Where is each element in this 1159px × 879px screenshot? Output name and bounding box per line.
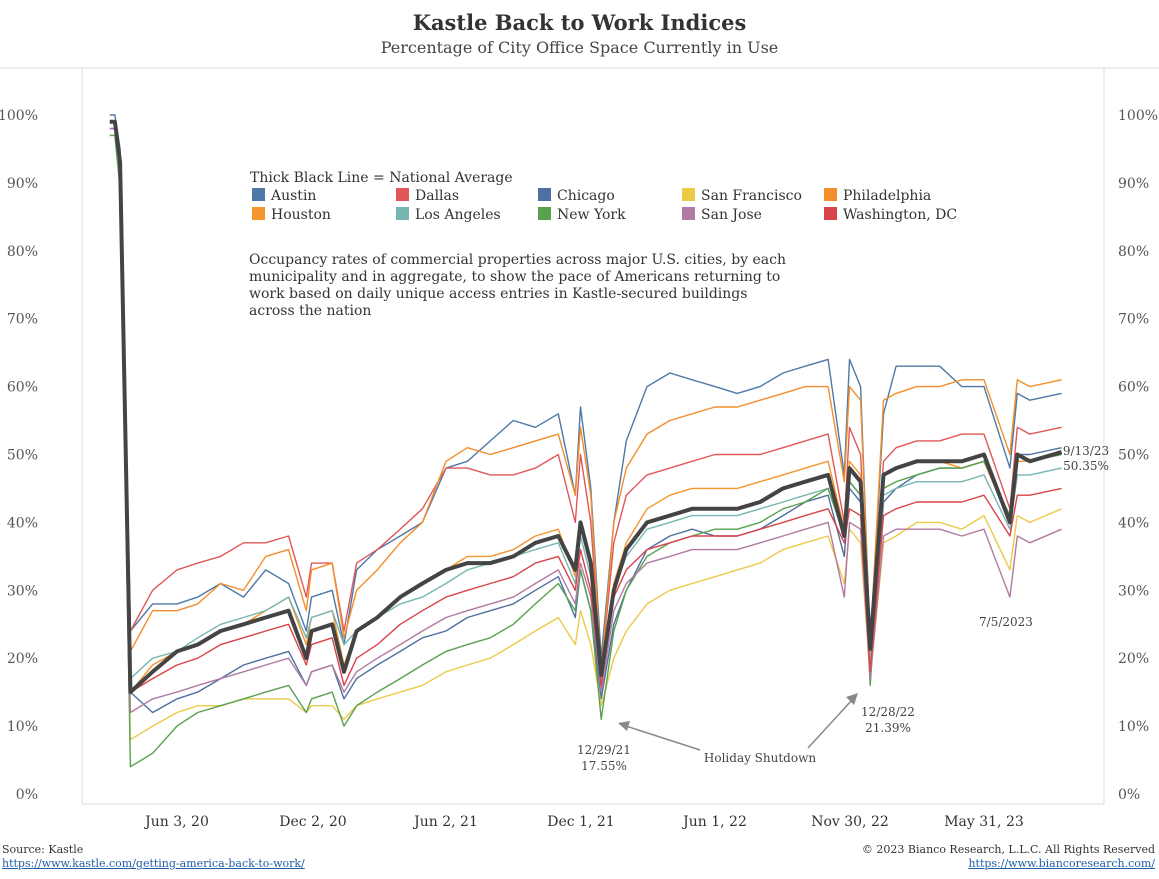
y-axis-left: 0% 10% 20% 30% 40% 50% 60% 70% 80% 90% 100% bbox=[0, 108, 38, 803]
legend-label: Houston bbox=[271, 207, 331, 223]
legend-label: Dallas bbox=[415, 188, 459, 204]
series-line-san-jose bbox=[109, 127, 1062, 714]
legend-swatch bbox=[396, 188, 409, 201]
x-tick-label: Jun 1, 22 bbox=[681, 814, 747, 830]
y-tick-label-right: 50% bbox=[1118, 448, 1149, 464]
copyright-label: © 2023 Bianco Research, L.L.C. All Right… bbox=[861, 843, 1155, 856]
holiday-arrow-right bbox=[807, 699, 853, 749]
annotation-jul23-date: 7/5/2023 bbox=[979, 615, 1033, 629]
legend-swatch bbox=[538, 188, 551, 201]
y-tick-label-left: 90% bbox=[7, 176, 38, 192]
footer-copyright: © 2023 Bianco Research, L.L.C. All Right… bbox=[862, 843, 1155, 871]
plot-frame bbox=[0, 67, 1159, 805]
footer-source: Source: Kastle https://www.kastle.com/ge… bbox=[2, 843, 305, 871]
annotation-dec21-value: 17.55% bbox=[581, 759, 627, 773]
legend-label: San Jose bbox=[701, 207, 762, 223]
source-label: Source: Kastle bbox=[2, 843, 84, 856]
x-tick-label: Jun 2, 21 bbox=[412, 814, 478, 830]
source-link[interactable]: https://www.kastle.com/getting-america-b… bbox=[2, 857, 305, 870]
y-tick-label-right: 80% bbox=[1118, 244, 1149, 260]
annotation-holiday-shutdown: Holiday Shutdown bbox=[704, 751, 816, 765]
series-line-austin bbox=[109, 114, 1062, 659]
y-tick-label-left: 70% bbox=[7, 312, 38, 328]
chart-subtitle: Percentage of City Office Space Currentl… bbox=[380, 38, 779, 57]
legend-label: Austin bbox=[270, 188, 316, 204]
y-tick-label-right: 100% bbox=[1118, 108, 1158, 124]
series-line-los-angeles bbox=[109, 127, 1062, 680]
y-tick-label-right: 0% bbox=[1118, 787, 1140, 803]
legend-swatch bbox=[396, 207, 409, 220]
annotation-dec22-value: 21.39% bbox=[865, 721, 911, 735]
series-line-national-average bbox=[109, 119, 1063, 695]
legend-swatch bbox=[824, 188, 837, 201]
holiday-arrowhead-right bbox=[846, 693, 858, 705]
legend-label: Chicago bbox=[557, 188, 615, 204]
legend-label: New York bbox=[557, 207, 626, 223]
y-tick-label-left: 60% bbox=[7, 380, 38, 396]
y-tick-label-left: 50% bbox=[7, 448, 38, 464]
series-line-philadelphia bbox=[109, 121, 1062, 673]
x-tick-label: Dec 1, 21 bbox=[547, 814, 614, 830]
x-tick-label: Dec 2, 20 bbox=[279, 814, 346, 830]
legend-swatch bbox=[252, 207, 265, 220]
y-tick-label-right: 60% bbox=[1118, 380, 1149, 396]
y-tick-label-left: 80% bbox=[7, 244, 38, 260]
legend-title: Thick Black Line = National Average bbox=[250, 170, 513, 186]
legend-swatch bbox=[252, 188, 265, 201]
legend-swatch bbox=[682, 188, 695, 201]
legend-swatch bbox=[538, 207, 551, 220]
y-tick-label-right: 40% bbox=[1118, 515, 1149, 531]
annotation-latest-value: 50.35% bbox=[1063, 459, 1109, 473]
note-line: municipality and in aggregate, to show t… bbox=[249, 269, 780, 285]
series-line-new-york bbox=[109, 134, 1062, 768]
legend-swatch bbox=[824, 207, 837, 220]
note-line: across the nation bbox=[249, 303, 371, 319]
series-lines bbox=[109, 114, 1063, 768]
x-axis: Jun 3, 20 Dec 2, 20 Jun 2, 21 Dec 1, 21 Jun … bbox=[143, 814, 1024, 830]
y-tick-label-right: 90% bbox=[1118, 176, 1149, 192]
holiday-arrowhead-left bbox=[618, 721, 630, 731]
legend-label: San Francisco bbox=[701, 188, 802, 204]
description-note: Occupancy rates of commercial properties… bbox=[249, 252, 786, 319]
series-line-washington-dc bbox=[109, 121, 1062, 693]
note-line: work based on daily unique access entrie… bbox=[249, 286, 747, 302]
x-tick-label: May 31, 23 bbox=[944, 814, 1024, 830]
copyright-link[interactable]: https://www.biancoresearch.com/ bbox=[968, 857, 1155, 870]
legend-label: Washington, DC bbox=[843, 207, 957, 223]
note-line: Occupancy rates of commercial properties… bbox=[249, 252, 786, 268]
annotation-dec22-date: 12/28/22 bbox=[861, 705, 915, 719]
y-axis-right: 0% 10% 20% 30% 40% 50% 60% 70% 80% 90% 100% bbox=[1118, 108, 1158, 803]
legend: Thick Black Line = National Average Aust… bbox=[250, 170, 957, 223]
y-tick-label-right: 70% bbox=[1118, 312, 1149, 328]
x-tick-label: Jun 3, 20 bbox=[143, 814, 209, 830]
series-line-san-francisco bbox=[109, 134, 1062, 741]
y-tick-label-left: 30% bbox=[7, 583, 38, 599]
holiday-arrow-left bbox=[625, 725, 701, 751]
annotation-dec21-date: 12/29/21 bbox=[577, 743, 631, 757]
y-tick-label-left: 100% bbox=[0, 108, 38, 124]
y-tick-label-left: 40% bbox=[7, 515, 38, 531]
annotations: 12/29/21 17.55% 12/28/22 21.39% 7/5/2023… bbox=[577, 444, 1109, 773]
y-tick-label-right: 30% bbox=[1118, 583, 1149, 599]
legend-swatch bbox=[682, 207, 695, 220]
y-tick-label-right: 20% bbox=[1118, 651, 1149, 667]
legend-label: Los Angeles bbox=[415, 207, 501, 223]
chart-title: Kastle Back to Work Indices bbox=[412, 10, 747, 35]
series-line-dallas bbox=[109, 121, 1062, 673]
y-tick-label-left: 10% bbox=[7, 719, 38, 735]
annotation-latest-date: 9/13/23 bbox=[1063, 444, 1109, 458]
y-tick-label-left: 0% bbox=[16, 787, 38, 803]
x-tick-label: Nov 30, 22 bbox=[811, 814, 889, 830]
legend-label: Philadelphia bbox=[843, 188, 931, 204]
y-tick-label-left: 20% bbox=[7, 651, 38, 667]
y-tick-label-right: 10% bbox=[1118, 719, 1149, 735]
